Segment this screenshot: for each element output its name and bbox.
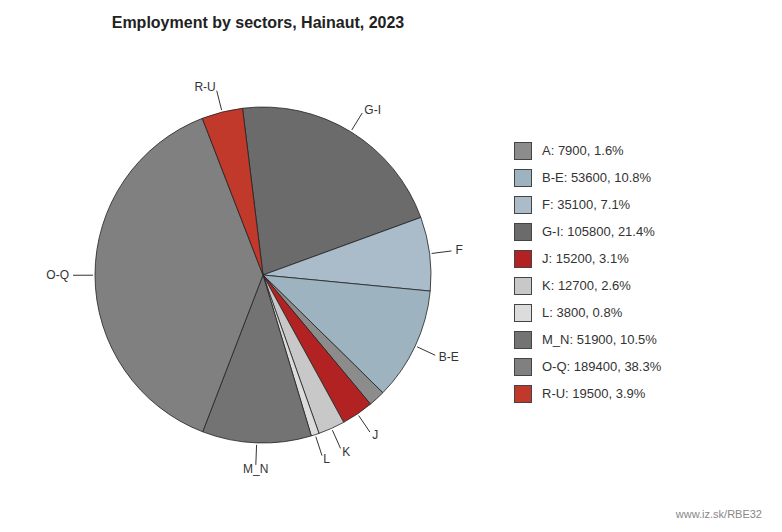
- svg-text:O-Q: O-Q: [46, 268, 69, 282]
- html-text:K: 12700, 2.6%: K: 12700, 2.6%: [542, 278, 631, 293]
- html-text:L: 3800, 0.8%: L: 3800, 0.8%: [542, 305, 623, 320]
- html-text:M_N: 51900, 10.5%: M_N: 51900, 10.5%: [542, 332, 657, 347]
- svg-text:J: J: [372, 428, 378, 442]
- html-text:O-Q: 189400, 38.3%: O-Q: 189400, 38.3%: [542, 359, 662, 374]
- svg-text:R-U: R-U: [194, 80, 215, 94]
- html-text:F: 35100, 7.1%: F: 35100, 7.1%: [542, 197, 631, 212]
- html-text:www.iz.sk/RBE32: www.iz.sk/RBE32: [675, 508, 762, 520]
- html-text:B-E: 53600, 10.8%: B-E: 53600, 10.8%: [542, 170, 652, 185]
- svg-text:L: L: [323, 452, 330, 466]
- html-text:G-I: 105800, 21.4%: G-I: 105800, 21.4%: [542, 224, 655, 239]
- html-text:Employment by sectors, Hainaut: Employment by sectors, Hainaut, 2023: [111, 14, 405, 31]
- svg-text:M_N: M_N: [243, 462, 268, 476]
- html-text:A: 7900, 1.6%: A: 7900, 1.6%: [542, 143, 624, 158]
- svg-text:G-I: G-I: [364, 103, 381, 117]
- svg-text:F: F: [455, 243, 462, 257]
- svg-text:K: K: [342, 445, 350, 459]
- html-text:R-U: 19500, 3.9%: R-U: 19500, 3.9%: [542, 386, 646, 401]
- html-text:J: 15200, 3.1%: J: 15200, 3.1%: [542, 251, 629, 266]
- svg-text:B-E: B-E: [439, 350, 459, 364]
